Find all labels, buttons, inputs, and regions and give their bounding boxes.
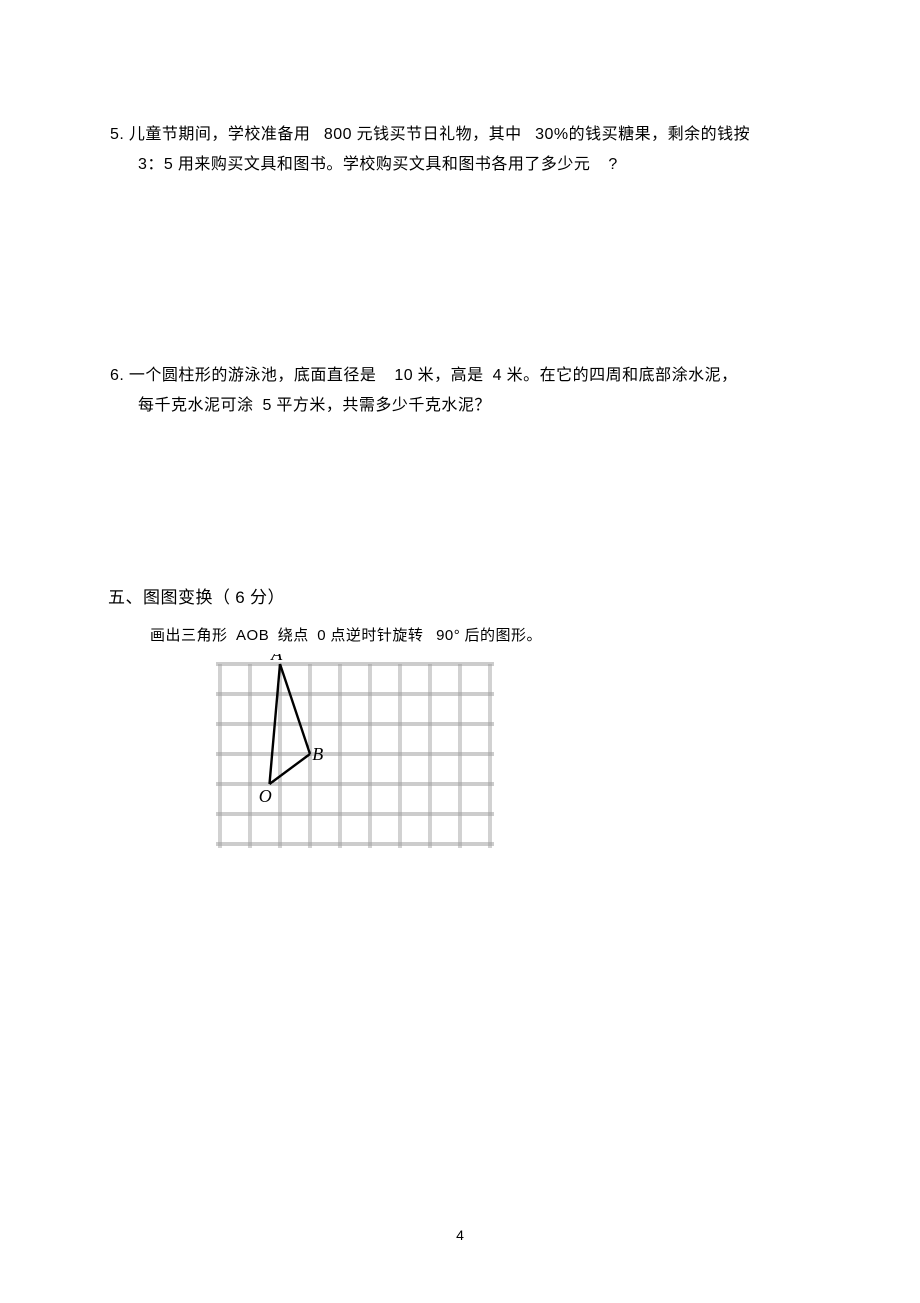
q6-text-1e: 米。在它的四周和底部涂水泥，	[507, 367, 738, 384]
page-content: 5. 儿童节期间，学校准备用 800 元钱买节日礼物，其中 30%的钱买糖果，剩…	[0, 0, 920, 881]
q6-line1: 6. 一个圆柱形的游泳池，底面直径是 10 米，高是 4 米。在它的四周和底部涂…	[138, 361, 820, 391]
sec5-instr-f: 90°	[436, 627, 460, 644]
triangle-diagram: A B O	[200, 654, 820, 880]
grid-triangle-svg: A B O	[200, 654, 495, 869]
q5-val-30pct: 30%	[535, 126, 569, 143]
q6-val-5: 5	[263, 397, 272, 414]
sec5-instr-b: AOB	[236, 627, 269, 644]
sec5-title-b: 6	[235, 588, 245, 607]
q5-ratio: 3：5	[138, 156, 173, 173]
sec5-instr-g: 后的图形。	[465, 628, 543, 644]
q6-number: 6.	[110, 367, 124, 384]
q5-line2: 3：5 用来购买文具和图书。学校购买文具和图书各用了多少元 ?	[138, 150, 820, 180]
sec5-title-a: 五、图图变换（	[108, 588, 231, 607]
q5-number: 5.	[110, 126, 124, 143]
section-5-title: 五、图图变换（ 6 分）	[108, 582, 820, 614]
svg-text:B: B	[312, 744, 324, 764]
q6-text-1a: 一个圆柱形的游泳池，底面直径是	[129, 367, 377, 384]
q6-val-10: 10	[394, 367, 413, 384]
sec5-instr-a: 画出三角形	[150, 628, 228, 644]
q5-text-2b: 用来购买文具和图书。学校购买文具和图书各用了多少元	[178, 156, 591, 173]
sec5-instruction: 画出三角形 AOB 绕点 0 点逆时针旋转 90° 后的图形。	[150, 622, 820, 651]
q5-val-800: 800	[324, 126, 352, 143]
q6-val-4: 4	[493, 367, 502, 384]
q6-text-2a: 每千克水泥可涂	[138, 397, 254, 414]
q5-text-1e: 的钱买糖果，剩余的钱按	[569, 126, 751, 143]
page-number: 4	[0, 1227, 920, 1243]
sec5-title-c: 分）	[250, 588, 285, 607]
svg-text:A: A	[270, 654, 283, 664]
q5-line1: 5. 儿童节期间，学校准备用 800 元钱买节日礼物，其中 30%的钱买糖果，剩…	[138, 120, 820, 150]
svg-text:O: O	[259, 786, 273, 806]
q5-text-1c: 元钱买节日礼物，其中	[357, 126, 522, 143]
sec5-instr-e: 点逆时针旋转	[330, 628, 423, 644]
q5-qmark: ?	[608, 156, 617, 173]
q6-line2: 每千克水泥可涂 5 平方米，共需多少千克水泥？	[138, 391, 820, 421]
question-6: 6. 一个圆柱形的游泳池，底面直径是 10 米，高是 4 米。在它的四周和底部涂…	[110, 361, 820, 422]
q5-text-1a: 儿童节期间，学校准备用	[129, 126, 311, 143]
q6-text-2c: 平方米，共需多少千克水泥？	[276, 397, 491, 414]
sec5-instr-c: 绕点	[278, 628, 309, 644]
q6-text-1c: 米，高是	[418, 367, 484, 384]
question-5: 5. 儿童节期间，学校准备用 800 元钱买节日礼物，其中 30%的钱买糖果，剩…	[110, 120, 820, 181]
sec5-instr-d: 0	[317, 627, 326, 644]
